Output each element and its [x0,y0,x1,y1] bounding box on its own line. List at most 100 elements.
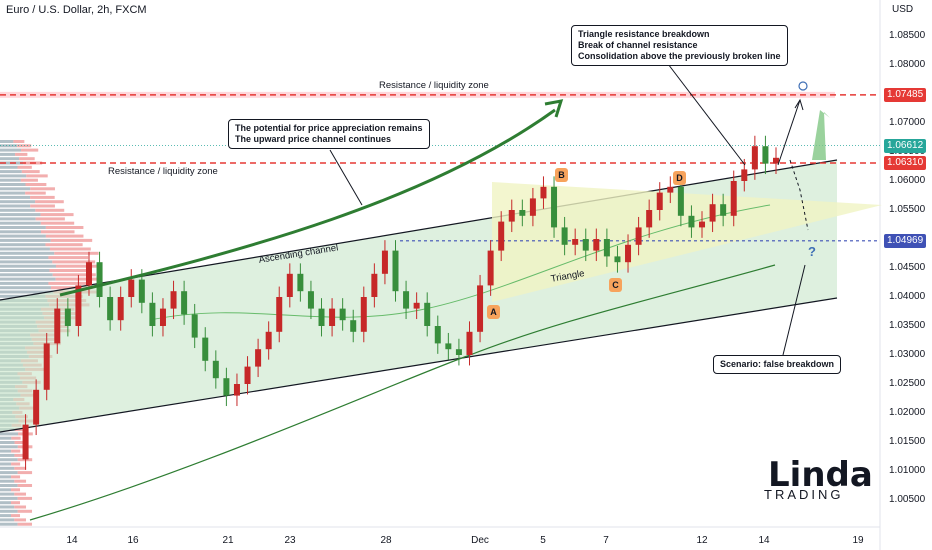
candle-body [625,244,632,263]
volume-profile-bar [21,170,40,174]
candle-body [244,366,251,384]
target-marker [798,81,808,91]
volume-profile-bar [19,157,35,161]
volume-profile-bar [0,471,18,475]
volume-profile-bar [0,213,41,217]
volume-profile-bar [0,518,15,522]
volume-profile-bar [0,453,15,457]
candle-body [709,204,716,222]
callout-appreciation[interactable]: The potential for price appreciation rem… [228,119,430,149]
volume-profile-bar [17,496,33,500]
volume-profile-bar [0,479,15,483]
volume-profile-bar [0,488,12,492]
volume-profile-bar [0,226,46,229]
candle-body [286,273,293,297]
volume-profile-bar [0,466,15,470]
volume-profile-bar [0,152,16,156]
time-axis-tick: 28 [380,535,392,546]
volume-profile-bar [0,247,50,251]
candle-body [255,349,262,367]
volume-profile-bar [0,286,51,290]
point-c: C [609,278,622,292]
candle-body [455,349,462,355]
volume-profile-bar [45,226,84,229]
volume-profile-bar [40,221,75,225]
candle-body [307,291,314,309]
candle-body [329,308,336,326]
volume-profile-bar [26,174,48,178]
volume-profile-bar [0,436,12,440]
volume-profile-bar [45,234,84,238]
volume-profile-bar [11,514,21,518]
candle-body [149,302,156,326]
price-tag-last: 1.06612 [884,138,927,153]
volume-profile-bar [35,217,65,221]
candle-body [667,186,674,193]
point-d: D [673,171,686,185]
candle-body [54,308,61,344]
price-axis-tick: 1.02000 [889,407,926,418]
candle-body [43,343,50,390]
callout-breakdown[interactable]: Triangle resistance breakdown Break of c… [571,25,788,66]
volume-profile-bar [40,230,75,234]
candle-body [424,302,431,326]
volume-profile-bar [0,200,36,204]
candle-body [561,227,568,245]
volume-profile-bar [11,501,21,505]
volume-profile-bar [0,277,56,281]
candle-body [466,331,473,355]
price-axis-tick: 1.07000 [889,117,926,128]
candle-body [85,262,92,286]
channel-lower-line [0,297,838,433]
volume-profile-bar [52,273,96,277]
candle-body [445,343,452,350]
candle-body [265,331,272,350]
volume-profile-bar [25,191,46,195]
callout-appreciation-line-1: The potential for price appreciation rem… [235,123,423,133]
point-a: A [487,305,500,319]
time-axis-tick: 5 [540,535,546,546]
price-tag-level: 1.06310 [884,156,927,171]
candle-body [276,297,283,332]
volume-profile-bar [0,157,20,161]
volume-profile-bar [11,488,21,492]
candle-body [159,308,166,326]
candle-body [297,273,304,292]
volume-profile-bar [48,281,89,285]
volume-profile-bar [52,260,96,264]
volume-profile-bar [0,458,18,462]
candle-body [381,250,388,274]
candle-body [487,250,494,286]
callout-scenario[interactable]: Scenario: false breakdown [713,355,842,374]
resistance-zone-label-top: Resistance / liquidity zone [379,80,489,91]
volume-profile-bar [17,165,32,169]
candle-body [128,279,135,297]
resistance-zone-label-low: Resistance / liquidity zone [108,166,218,177]
candle-body [762,146,769,164]
volume-profile-bar [17,471,33,475]
candle-body [730,181,737,216]
volume-profile-bar [25,183,47,186]
candle-body [656,192,663,210]
volume-profile-bar [0,165,18,169]
volume-profile-bar [35,200,64,204]
price-axis-tick: 1.05500 [889,204,926,215]
candle-body [688,215,695,228]
callout-breakdown-line-2: Break of channel resistance [578,40,698,50]
candle-body [582,239,589,251]
projection-arrow [59,108,556,297]
projection-arrow-head [544,99,564,118]
volume-profile-bar [0,195,31,199]
candle-body [360,297,367,332]
time-axis-tick: 14 [758,535,770,546]
volume-profile-bar [14,441,27,444]
candle-body [371,273,378,297]
volume-profile-bar [0,445,18,449]
price-axis-tick: 1.03000 [889,349,926,360]
callout-scenario-line-1: Scenario: false breakdown [720,359,835,369]
volume-profile-bar [0,492,15,496]
volume-profile-bar [30,204,55,208]
candle-body [593,239,600,251]
